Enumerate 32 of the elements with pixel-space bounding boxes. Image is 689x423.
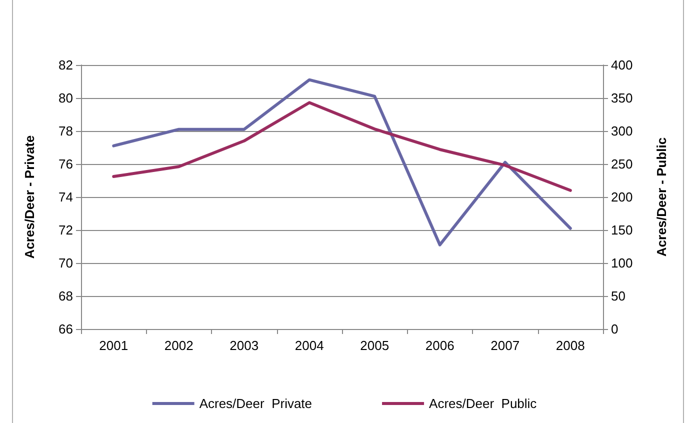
y2-tick-label: 0 bbox=[611, 322, 618, 336]
y-tick-label: 70 bbox=[58, 256, 73, 270]
y2-tick-label: 100 bbox=[611, 256, 633, 270]
y2-tick-label: 50 bbox=[611, 288, 626, 304]
y-axis-title: Acres/Deer - Private bbox=[22, 135, 37, 259]
y2-tick-label: 200 bbox=[611, 190, 633, 204]
legend-label: Acres/Deer Public bbox=[429, 396, 538, 411]
x-tick-label: 2001 bbox=[99, 338, 128, 353]
x-tick-label: 2003 bbox=[230, 338, 259, 353]
y-tick-label: 66 bbox=[58, 322, 73, 336]
y2-axis-title: Acres/Deer - Public bbox=[654, 137, 669, 257]
line-series bbox=[112, 78, 572, 246]
y-tick-label: 74 bbox=[58, 190, 73, 204]
y-tick-label: 80 bbox=[58, 90, 73, 106]
x-tick-label: 2006 bbox=[425, 338, 454, 353]
x-tick-label: 2005 bbox=[360, 338, 390, 353]
y-tick-label: 76 bbox=[58, 156, 73, 172]
x-tick-label: 2002 bbox=[164, 338, 194, 353]
y2-tick-label: 150 bbox=[611, 222, 633, 238]
y2-tick-label: 300 bbox=[611, 124, 633, 138]
x-tick-label: 2007 bbox=[490, 338, 520, 353]
y2-tick-label: 350 bbox=[611, 90, 633, 106]
y2-tick-label: 250 bbox=[611, 156, 633, 172]
y-tick-label: 78 bbox=[58, 124, 73, 138]
y2-tick-label: 400 bbox=[611, 58, 633, 72]
y-tick-label: 82 bbox=[58, 58, 73, 72]
x-tick-label: 2008 bbox=[556, 338, 585, 353]
y-tick-label: 68 bbox=[58, 288, 73, 304]
line-series bbox=[112, 101, 572, 192]
y-tick-label: 72 bbox=[58, 222, 73, 238]
x-tick-label: 2004 bbox=[294, 338, 324, 353]
legend-label: Acres/Deer Private bbox=[199, 396, 312, 411]
